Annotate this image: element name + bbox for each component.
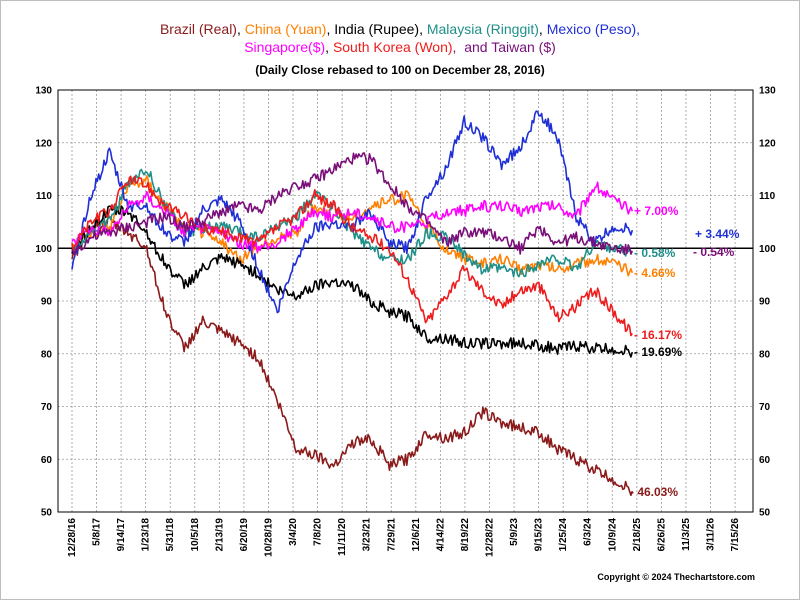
series-line-brazil [71,215,634,497]
end-label: - 0.54% [693,245,735,259]
chart-subtitle: (Daily Close rebased to 100 on December … [255,63,545,77]
y-tick-label-left: 110 [36,191,53,202]
x-tick-label: 6/3/24 [583,518,594,546]
x-tick-label: 11/11/20 [337,518,348,556]
y-tick-label-right: 130 [759,86,776,97]
end-label: - 16.17% [634,328,682,342]
x-tick-label: 12/6/21 [411,518,422,552]
y-tick-label-left: 50 [41,508,53,519]
x-tick-label: 10/28/19 [263,518,274,557]
y-tick-label-right: 50 [759,508,771,519]
series-line-south [71,175,633,337]
title-segment: , [538,21,547,37]
x-tick-label: 12/28/16 [67,518,78,557]
title-segment: China (Yuan) [244,21,327,37]
end-label: - 46.03% [630,485,678,499]
x-tick-label: 7/29/21 [386,518,397,552]
x-tick-label: 10/9/24 [607,518,618,552]
x-tick-label: 2/18/25 [632,518,643,552]
title-segment: Malaysia (Ringgit) [426,21,539,37]
series-layer [71,110,634,497]
y-tick-label-right: 80 [759,349,771,360]
title-segment: Brazil (Real) [159,21,237,37]
title-segment: , and Taiwan ($) [452,39,556,55]
copyright-text: Copyright © 2024 Thechartstore.com [597,572,755,582]
x-tick-label: 5/9/23 [509,518,520,546]
y-tick-label-right: 60 [759,455,771,466]
y-tick-label-left: 130 [35,86,52,97]
x-tick-label: 3/23/21 [362,518,373,552]
end-label: - 4.66% [634,266,676,280]
y-tick-label-left: 100 [35,244,52,255]
y-tick-label-right: 90 [759,297,771,308]
x-tick-label: 3/4/20 [288,518,299,546]
axis-layer: 50 50 60 60 70 70 80 80 90 90 100 100 110 110 120 120 13… [35,86,776,557]
title-segment: , [325,39,333,55]
x-tick-label: 2/13/19 [214,518,225,552]
series-line-mexico [71,110,634,314]
x-tick-label: 3/11/26 [706,518,717,551]
x-tick-label: 5/8/17 [92,518,103,546]
x-tick-label: 1/25/24 [558,518,569,552]
chart-title: Brazil (Real), China (Yuan), India (Rupe… [0,20,800,56]
x-tick-label: 5/31/18 [165,518,176,552]
y-tick-label-right: 70 [759,402,771,413]
y-tick-label-left: 60 [41,455,53,466]
x-tick-label: 10/5/18 [190,518,201,552]
end-label-layer: - 46.03% - 4.66% - 19.69% - 0.58% + 3.44% + 7… [630,204,740,499]
end-label: - 0.58% [634,246,676,260]
y-tick-label-right: 120 [759,138,776,149]
x-tick-label: 6/20/19 [239,518,250,552]
title-segment: Singapore($) [244,39,326,55]
title-segment: , [236,21,245,37]
plot-border [57,89,754,513]
y-tick-label-right: 100 [759,244,776,255]
x-tick-label: 7/8/20 [313,518,324,546]
title-segment: South Korea (Won) [332,39,453,55]
x-tick-label: 8/19/22 [460,518,471,552]
y-tick-label-left: 80 [41,349,53,360]
x-tick-label: 12/28/22 [484,518,495,557]
x-tick-label: 9/14/17 [116,518,127,552]
x-tick-label: 7/15/26 [730,518,741,552]
end-label: + 7.00% [634,204,679,218]
title-segment: Mexico (Peso), [546,21,641,37]
series-line-india [71,205,634,358]
x-tick-label: 1/23/18 [141,518,152,552]
title-segment: , India (Rupee), [326,21,427,37]
x-tick-label: 4/14/22 [435,518,446,552]
y-tick-label-left: 70 [41,402,53,413]
series-line-taiwan [71,152,634,256]
y-tick-label-left: 120 [35,138,52,149]
end-label: + 3.44% [695,227,740,241]
y-tick-label-right: 110 [759,191,776,202]
x-tick-label: 6/26/25 [656,518,667,552]
x-tick-label: 11/3/25 [681,518,692,551]
x-tick-label: 9/15/23 [534,518,545,552]
end-label: - 19.69% [634,345,682,359]
y-tick-label-left: 90 [41,297,53,308]
